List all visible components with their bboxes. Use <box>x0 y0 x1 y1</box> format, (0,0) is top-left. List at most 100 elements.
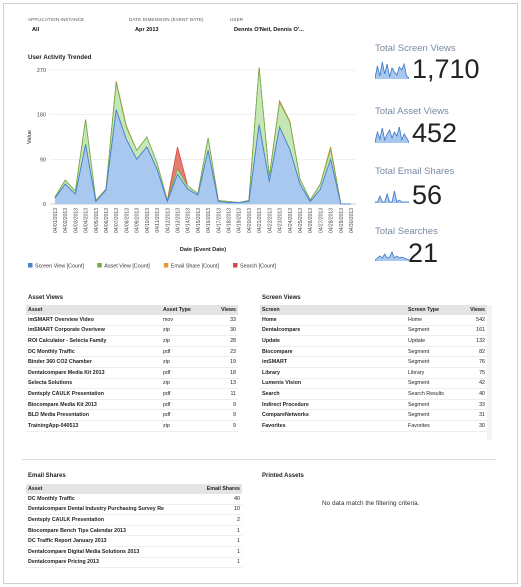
table-cell: Segment <box>408 359 430 366</box>
table-cell: 31 <box>479 412 485 419</box>
table-cell: 40 <box>479 390 485 397</box>
filter-application-instance[interactable]: APPLICATION INSTANCE All <box>28 17 84 33</box>
table-cell: pdf <box>163 348 171 355</box>
table-cell: TrainingApp-040513 <box>28 422 79 429</box>
table-row[interactable]: TrainingApp-040513 zip 9 <box>26 421 238 432</box>
table-cell: 19 <box>230 359 236 366</box>
table-cell: 1 <box>237 548 240 555</box>
table-row[interactable]: CompareNetworks Segment 31 <box>260 410 487 421</box>
table-cell: Home <box>408 316 423 323</box>
table-row[interactable]: Search Search Results 40 <box>260 389 487 400</box>
table-row[interactable]: Dentsply CAULK Presentation 2 <box>26 515 242 526</box>
table-cell: 75 <box>479 369 485 376</box>
table-cell: 28 <box>230 337 236 344</box>
filter-user[interactable]: USER Dennis O'Neil, Dennis O'... <box>230 17 304 33</box>
sparkline-icon <box>375 190 409 203</box>
filter-value: Apr 2013 <box>135 27 159 33</box>
table-cell: Binder 360 CO2 Chamber <box>28 359 92 366</box>
table-row[interactable]: DC Traffic Report January 2013 1 <box>26 536 242 547</box>
column-header[interactable]: Asset <box>28 486 43 492</box>
x-tick-label: 04/19/2013 <box>237 208 243 233</box>
table-row[interactable]: BLD Media Presentation pdf 9 <box>26 410 238 421</box>
x-tick-label: 04/03/2013 <box>73 208 79 233</box>
legend-label: Email Share [Count] <box>171 264 220 270</box>
x-tick-label: 04/14/2013 <box>186 208 192 233</box>
x-tick-label: 04/01/2013 <box>53 208 59 233</box>
table-header: Asset Asset Type Views <box>26 305 238 315</box>
table-cell: Biocompare Bench Tips Calendar 2013 <box>28 527 126 534</box>
column-header[interactable]: Screen Type <box>408 307 440 313</box>
column-header[interactable]: Email Shares <box>206 486 240 492</box>
user-activity-chart[interactable]: 0 90 180 270 04/01/2013 04/02/2013 04/03/2013 0… <box>22 62 362 277</box>
table-row[interactable]: Selecta Solutions zip 13 <box>26 379 238 390</box>
table-cell: 132 <box>476 337 485 344</box>
table-row[interactable]: Biocompare Segment 82 <box>260 347 487 358</box>
legend-label: Screen View [Count] <box>35 264 85 270</box>
table-cell: CompareNetworks <box>262 412 309 419</box>
scrollbar[interactable] <box>487 305 492 440</box>
column-header[interactable]: Asset <box>28 307 43 313</box>
table-cell: Indirect Procedure <box>262 401 309 408</box>
x-tick-label: 04/21/2013 <box>257 208 263 233</box>
x-tick-label: 04/13/2013 <box>175 208 181 233</box>
column-header[interactable]: Asset Type <box>163 307 191 313</box>
table-cell: 76 <box>479 359 485 366</box>
table-row[interactable]: Dentalcompare Digital Media Solutions 20… <box>26 547 242 558</box>
table-row[interactable]: Dentalcompare Pricing 2013 1 <box>26 558 242 569</box>
table-cell: Dentsply CAULK Presentation <box>28 516 104 523</box>
screen-views-title: Screen Views <box>262 295 301 301</box>
kpi-value-searches: 21 <box>408 238 439 268</box>
x-tick-label: 04/11/2013 <box>155 208 161 233</box>
table-row[interactable]: ROI Calculator - Selecta Family zip 28 <box>26 336 238 347</box>
column-header[interactable]: Screen <box>262 307 280 313</box>
y-tick-label: 90 <box>40 157 46 163</box>
table-row[interactable]: Binder 360 CO2 Chamber zip 19 <box>26 357 238 368</box>
table-row[interactable]: imSMART Corporate Overivew zip 30 <box>26 326 238 337</box>
table-cell: DC Monthly Traffic <box>28 495 75 502</box>
table-row[interactable]: Favorites Favorites 30 <box>260 421 487 432</box>
section-divider <box>22 459 496 460</box>
x-tick-label: 04/07/2013 <box>114 208 120 233</box>
column-header[interactable]: Views <box>221 307 236 313</box>
table-row[interactable]: Dentalcompare Segment 161 <box>260 326 487 337</box>
table-cell: pdf <box>163 412 171 419</box>
table-row[interactable]: Dentalcompare Dental Industry Purchasing… <box>26 505 242 516</box>
table-cell: Segment <box>408 401 430 408</box>
filter-label: USER <box>230 17 244 22</box>
table-cell: 9 <box>233 422 236 429</box>
table-cell: 18 <box>230 369 236 376</box>
table-row[interactable]: DC Monthly Traffic pdf 23 <box>26 347 238 358</box>
x-tick-label: 04/04/2013 <box>84 208 90 233</box>
y-tick-label: 180 <box>37 113 46 119</box>
table-cell: Lumenis Vision <box>262 380 302 387</box>
y-tick-label: 0 <box>43 202 46 208</box>
table-row[interactable]: Dentalcompare Media Kit 2013 pdf 18 <box>26 368 238 379</box>
column-header[interactable]: Views <box>470 307 485 313</box>
table-row[interactable]: Lumenis Vision Segment 42 <box>260 379 487 390</box>
table-row[interactable]: Library Library 75 <box>260 368 487 379</box>
table-row[interactable]: DC Monthly Traffic 40 <box>26 494 242 505</box>
table-row[interactable]: Biocompare Media Kit 2013 pdf 9 <box>26 400 238 411</box>
table-row[interactable]: imSMART Overview Video mov 33 <box>26 315 238 326</box>
table-cell: Favorites <box>408 422 430 429</box>
x-tick-label: 04/25/2013 <box>298 208 304 233</box>
filter-date-dimension[interactable]: DATE DIMENSION (EVENT DATE) Apr 2013 <box>129 17 204 33</box>
table-row[interactable]: Biocompare Bench Tips Calendar 2013 1 <box>26 526 242 537</box>
table-cell: BLD Media Presentation <box>28 412 89 419</box>
table-cell: 42 <box>479 380 485 387</box>
table-cell: Segment <box>408 348 430 355</box>
legend-swatch <box>233 263 238 268</box>
x-tick-label: 04/17/2013 <box>216 208 222 233</box>
table-row[interactable]: Home Home 542 <box>260 315 487 326</box>
x-tick-label: 04/24/2013 <box>288 208 294 233</box>
table-cell: ROI Calculator - Selecta Family <box>28 337 107 344</box>
y-axis-title: Value <box>27 130 33 144</box>
table-row[interactable]: Update Update 132 <box>260 336 487 347</box>
table-row[interactable]: Dentsply CAULK Presentation pdf 11 <box>26 389 238 400</box>
table-cell: 161 <box>476 327 485 334</box>
legend-swatch <box>28 263 33 268</box>
table-row[interactable]: Indirect Procedure Segment 33 <box>260 400 487 411</box>
printed-assets-title: Printed Assets <box>262 473 304 479</box>
kpi-label-email-shares: Total Email Shares <box>375 166 455 177</box>
table-row[interactable]: imSMART Segment 76 <box>260 357 487 368</box>
